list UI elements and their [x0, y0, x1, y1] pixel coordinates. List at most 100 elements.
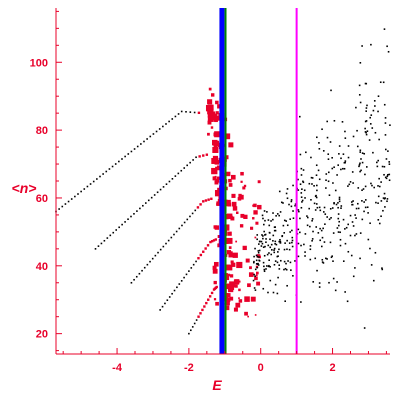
black-point — [262, 217, 264, 220]
red-point — [234, 284, 238, 288]
black-point — [262, 235, 264, 237]
curve-point — [124, 155, 126, 158]
black-point — [365, 110, 367, 112]
curve-point — [67, 200, 70, 203]
red-point — [228, 246, 232, 249]
red-point — [215, 116, 220, 121]
black-point — [359, 61, 362, 64]
black-point — [274, 283, 277, 286]
curve-point — [108, 168, 111, 170]
black-point — [357, 207, 360, 210]
red-point — [213, 298, 217, 301]
curve-point — [149, 260, 151, 263]
curve-point — [136, 145, 139, 148]
black-point — [255, 259, 258, 262]
black-point — [315, 174, 318, 177]
red-point — [255, 221, 259, 225]
black-point — [325, 187, 327, 189]
black-point — [311, 219, 313, 222]
black-point — [352, 182, 354, 184]
black-point — [372, 151, 374, 154]
curve-point — [197, 111, 201, 115]
red-point — [225, 171, 231, 177]
black-point — [381, 267, 383, 269]
black-point — [340, 207, 342, 209]
black-point — [329, 207, 332, 210]
red-point — [226, 293, 231, 298]
black-point — [328, 218, 331, 221]
red-point — [214, 190, 222, 197]
red-point — [225, 300, 230, 306]
curve-point — [193, 322, 196, 325]
red-point — [215, 178, 220, 183]
black-point — [297, 209, 300, 211]
black-point — [327, 158, 330, 160]
black-point — [382, 209, 384, 212]
black-point — [361, 200, 363, 202]
black-point — [273, 251, 276, 254]
curve-point — [140, 143, 142, 145]
curve-point — [194, 209, 197, 212]
black-point — [347, 156, 350, 159]
black-point — [309, 225, 311, 228]
black-point — [383, 165, 386, 168]
curve-point — [111, 165, 114, 168]
red-point — [212, 268, 218, 274]
black-point — [258, 240, 261, 243]
curve-point — [143, 266, 146, 269]
black-point — [297, 178, 299, 181]
black-point — [272, 234, 275, 237]
red-point — [227, 273, 231, 277]
red-point — [217, 187, 221, 192]
black-point — [311, 218, 314, 220]
black-point — [263, 210, 266, 212]
black-point — [318, 286, 321, 288]
red-point — [236, 261, 243, 269]
curve-point — [183, 276, 185, 279]
curve-point — [215, 285, 218, 289]
black-point — [279, 238, 281, 241]
black-point — [283, 248, 286, 251]
red-point — [244, 296, 250, 302]
black-point — [377, 95, 380, 98]
black-point — [317, 169, 320, 172]
black-point — [290, 205, 293, 208]
curve-point — [181, 224, 183, 227]
black-point — [373, 186, 375, 189]
black-point — [388, 163, 391, 165]
black-point — [331, 167, 334, 170]
red-point — [228, 178, 232, 183]
red-point — [207, 120, 212, 125]
black-point — [351, 221, 354, 223]
black-point — [272, 291, 275, 294]
red-point — [213, 140, 220, 147]
curve-point — [164, 302, 166, 305]
red-point — [235, 211, 239, 215]
black-point — [330, 89, 332, 92]
black-point — [286, 239, 288, 242]
black-point — [316, 184, 318, 187]
black-point — [349, 234, 352, 237]
black-point — [254, 268, 257, 271]
black-point — [381, 165, 384, 168]
black-point — [315, 194, 317, 197]
curve-point — [186, 164, 188, 167]
black-point — [355, 217, 357, 219]
black-point — [328, 281, 330, 284]
black-point — [333, 202, 335, 205]
black-point — [276, 255, 279, 258]
black-point — [289, 261, 292, 264]
black-point — [373, 100, 376, 102]
black-point — [321, 128, 323, 131]
red-point — [231, 201, 237, 207]
curve-point — [102, 173, 104, 175]
red-point — [207, 99, 213, 105]
black-point — [364, 173, 366, 176]
black-point — [304, 233, 307, 235]
black-point — [322, 262, 325, 264]
black-point — [364, 127, 366, 130]
curve-point — [158, 128, 161, 130]
curve-point — [106, 237, 109, 239]
black-point — [337, 217, 340, 220]
black-point — [287, 260, 289, 262]
